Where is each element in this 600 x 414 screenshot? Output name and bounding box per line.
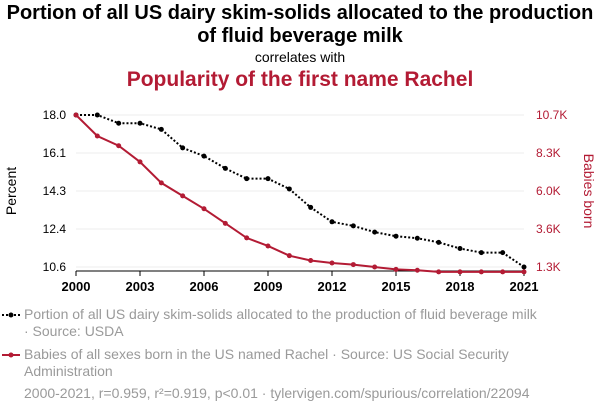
series-2-point — [500, 269, 506, 275]
series-2-line — [75, 114, 524, 273]
x-tick-label: 2012 — [318, 279, 347, 294]
series-1-point — [137, 120, 143, 126]
series-1-point — [265, 176, 271, 182]
series-2-point — [180, 193, 186, 199]
series-2-point — [393, 266, 399, 272]
series-2-point — [201, 206, 207, 212]
series-2-point — [372, 264, 378, 270]
x-tick-label: 2000 — [62, 279, 91, 294]
footer-stats: 2000-2021, r=0.959, r²=0.919, p<0.01 · t… — [24, 385, 530, 401]
series-1-point — [94, 112, 100, 118]
series-2-point — [116, 143, 122, 149]
series-1-point — [500, 250, 506, 256]
series-2-point — [137, 159, 143, 165]
series-2-point — [158, 180, 164, 186]
series-1-point — [436, 239, 442, 245]
legend-item-series1: Portion of all US dairy skim-solids allo… — [0, 306, 600, 340]
y-left-tick-label: 10.6 — [43, 260, 67, 274]
y-right-axis-title: Babies born — [581, 154, 597, 229]
series-2-point — [521, 269, 527, 275]
y-right-tick-label: 6.0K — [536, 184, 561, 198]
y-left-tick-label: 18.0 — [43, 108, 67, 122]
legend-label-series2: Babies of all sexes born in the US named… — [24, 346, 509, 379]
series-1-point — [286, 186, 292, 192]
series-1-point — [414, 235, 420, 241]
y-right-tick-label: 10.7K — [536, 108, 567, 122]
series-2-point — [73, 112, 79, 118]
series-2-point — [286, 253, 292, 259]
series-1-point — [308, 204, 314, 210]
series-2-point — [265, 243, 271, 249]
series-2-point — [414, 267, 420, 273]
y-right-tick-label: 3.6K — [536, 222, 561, 236]
legend-label-series1: Portion of all US dairy skim-solids allo… — [24, 306, 537, 339]
y-left-tick-label: 14.3 — [43, 184, 67, 198]
series-2-point — [222, 220, 228, 226]
series-1-point — [372, 229, 378, 235]
series-1-point — [521, 264, 527, 270]
correlates-with-label: correlates with — [254, 49, 346, 65]
series-2-point — [457, 269, 463, 275]
chart-title: Portion of all US dairy skim-solids allo… — [6, 2, 594, 47]
y-right-tick-label: 8.3K — [536, 146, 561, 160]
series-1-point — [180, 145, 186, 151]
series-2-point — [308, 258, 314, 264]
correlation-chart: 18.0 10.7K 16.1 8.3K 14.3 6.0K 12.4 3.6K 10.6 1.3… — [3, 108, 597, 294]
series-2-point — [436, 269, 442, 275]
y-left-tick-label: 16.1 — [43, 146, 67, 160]
series-2-point — [94, 133, 100, 139]
series-1-point — [457, 246, 463, 252]
x-tick-label: 2018 — [446, 279, 475, 294]
series-1-point — [478, 250, 484, 256]
series-2-point — [478, 269, 484, 275]
x-tick-label: 2021 — [510, 279, 539, 294]
series-1-point — [393, 233, 399, 239]
series-1-point — [222, 165, 228, 171]
y-right-tick-label: 1.3K — [536, 260, 561, 274]
series-1-point — [350, 223, 356, 229]
series-2-point — [350, 262, 356, 268]
legend-marker-series2 — [2, 352, 20, 358]
legend-item-series2: Babies of all sexes born in the US named… — [0, 346, 600, 380]
series-1-point — [244, 176, 250, 182]
x-tick-label: 2009 — [254, 279, 283, 294]
legend-marker-series1 — [2, 312, 20, 318]
x-tick-label: 2006 — [190, 279, 219, 294]
x-tick-label: 2003 — [126, 279, 155, 294]
x-tick-label: 2015 — [382, 279, 411, 294]
series-1-point — [329, 219, 335, 225]
series-1-line — [76, 114, 525, 268]
y-left-axis-title: Percent — [3, 167, 19, 215]
y-left-tick-label: 12.4 — [43, 222, 67, 236]
series-2-point — [329, 260, 335, 266]
chart-subtitle: Popularity of the first name Rachel — [126, 68, 474, 91]
series-2-point — [244, 235, 250, 241]
series-1-point — [116, 120, 122, 126]
series-1-point — [158, 126, 164, 132]
series-1-point — [201, 153, 207, 159]
